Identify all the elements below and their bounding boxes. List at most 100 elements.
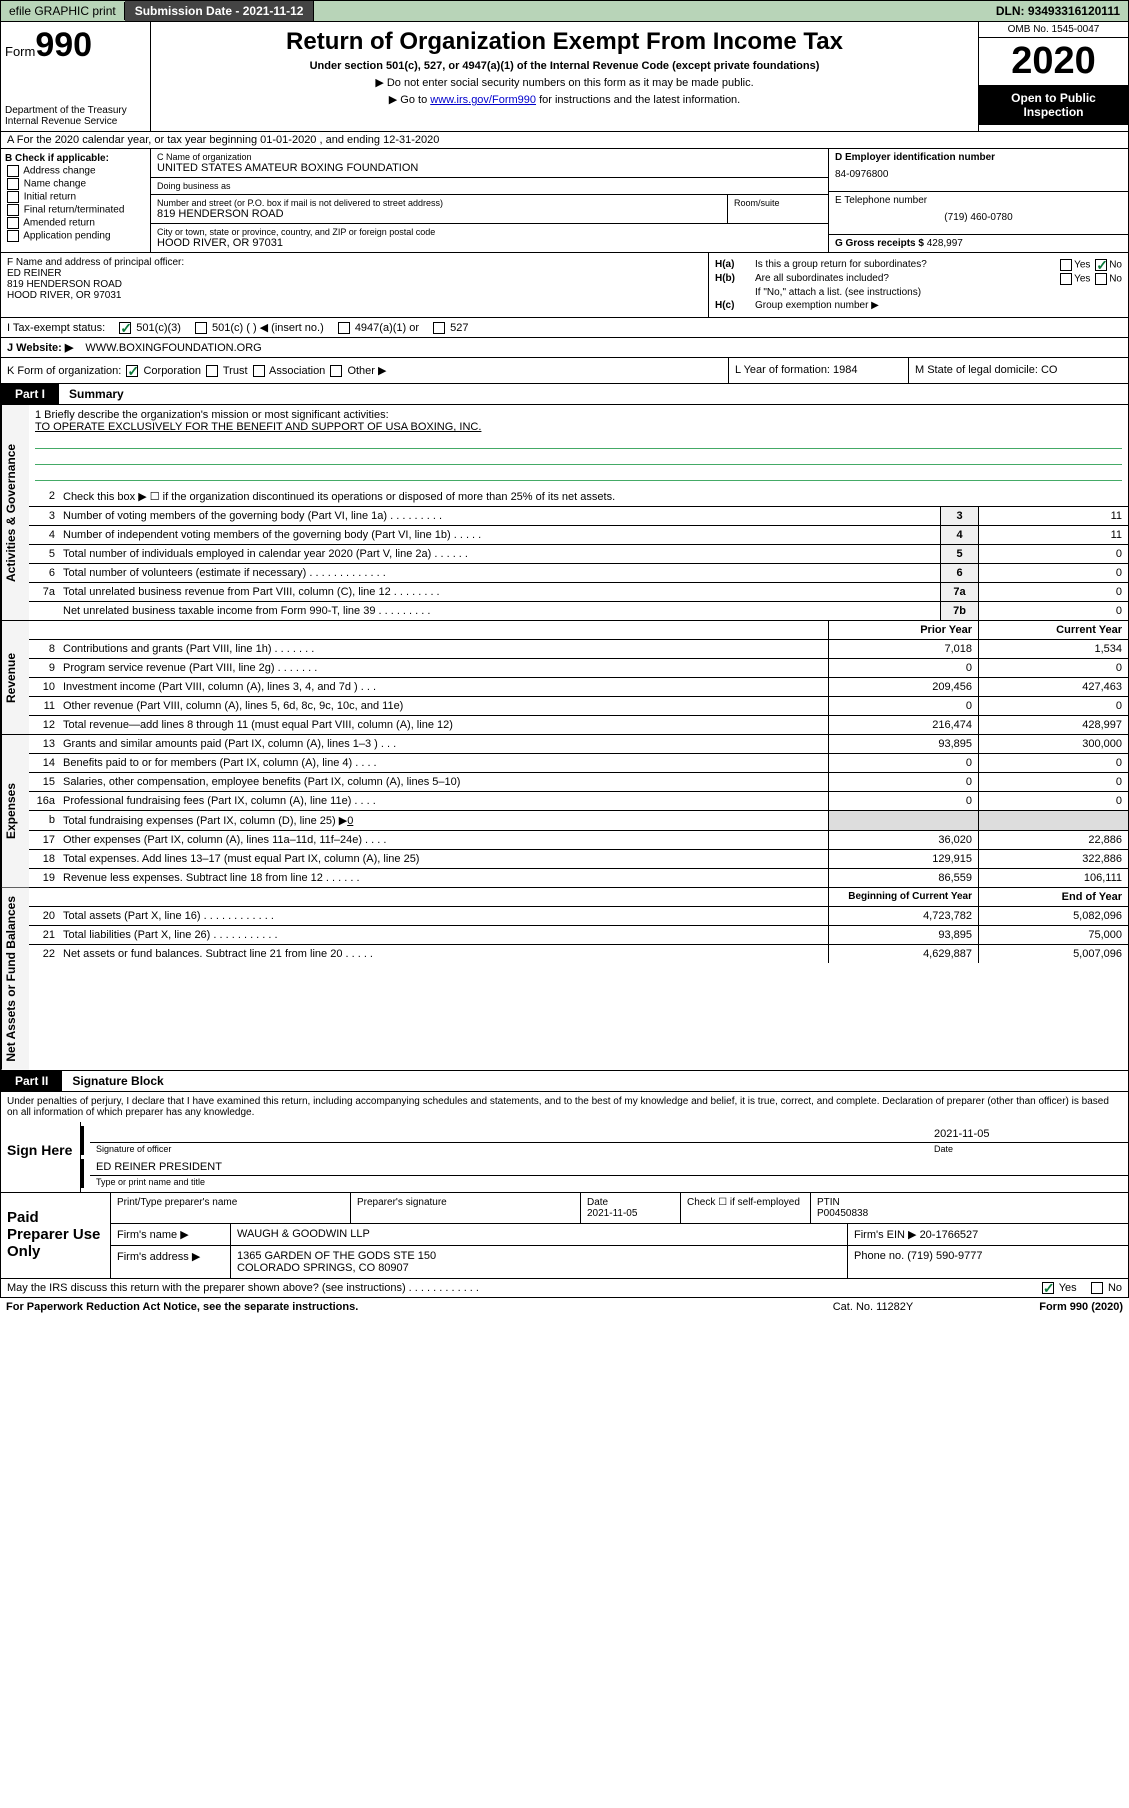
firm-addr-lbl: Firm's address ▶ xyxy=(111,1246,231,1278)
vtab-expenses: Expenses xyxy=(1,735,29,887)
discuss-row: May the IRS discuss this return with the… xyxy=(0,1279,1129,1298)
chk-application-pending[interactable]: Application pending xyxy=(5,230,146,242)
perjury-declaration: Under penalties of perjury, I declare th… xyxy=(1,1092,1128,1122)
hdr-current-year: Current Year xyxy=(978,621,1128,639)
line12: Total revenue—add lines 8 through 11 (mu… xyxy=(59,716,828,734)
paid-preparer-section: Paid Preparer Use Only Print/Type prepar… xyxy=(0,1193,1129,1279)
part1-header: Part I Summary xyxy=(0,384,1129,405)
chk-final-return[interactable]: Final return/terminated xyxy=(5,204,146,216)
line16b: Total fundraising expenses (Part IX, col… xyxy=(59,811,828,830)
line15: Salaries, other compensation, employee b… xyxy=(59,773,828,791)
mission-block: 1 Briefly describe the organization's mi… xyxy=(29,405,1128,487)
chk-initial-return[interactable]: Initial return xyxy=(5,191,146,203)
chk-corporation[interactable] xyxy=(126,365,138,377)
phone-cell: E Telephone number (719) 460-0780 xyxy=(829,192,1128,235)
line7b-val: 0 xyxy=(978,602,1128,620)
b-header: B Check if applicable: xyxy=(5,153,146,164)
chk-address-change[interactable]: Address change xyxy=(5,165,146,177)
pra-notice: For Paperwork Reduction Act Notice, see … xyxy=(6,1301,773,1313)
hdr-end: End of Year xyxy=(978,888,1128,906)
form-title: Return of Organization Exempt From Incom… xyxy=(157,28,972,56)
open-to-public: Open to Public Inspection xyxy=(979,85,1128,125)
ha-yes[interactable] xyxy=(1060,259,1072,271)
principal-officer: F Name and address of principal officer:… xyxy=(1,253,708,317)
line20: Total assets (Part X, line 16) . . . . .… xyxy=(59,907,828,925)
topbar: efile GRAPHIC print Submission Date - 20… xyxy=(0,0,1129,22)
discuss-yes[interactable] xyxy=(1042,1282,1054,1294)
prep-selfemp-hdr: Check ☐ if self-employed xyxy=(681,1193,811,1223)
firm-name: WAUGH & GOODWIN LLP xyxy=(231,1224,848,1245)
website-value: WWW.BOXINGFOUNDATION.ORG xyxy=(85,342,261,354)
form-subtitle: Under section 501(c), 527, or 4947(a)(1)… xyxy=(157,60,972,72)
suite-cell: Room/suite xyxy=(728,195,828,223)
chk-name-change[interactable]: Name change xyxy=(5,178,146,190)
prep-date-hdr: Date2021-11-05 xyxy=(581,1193,681,1223)
efile-graphic-print[interactable]: efile GRAPHIC print xyxy=(1,2,125,20)
street-cell: Number and street (or P.O. box if mail i… xyxy=(151,195,728,223)
line9: Program service revenue (Part VIII, line… xyxy=(59,659,828,677)
chk-501c3[interactable] xyxy=(119,322,131,334)
row-form-org: K Form of organization: Corporation Trus… xyxy=(0,358,1129,384)
line6: Total number of volunteers (estimate if … xyxy=(59,564,940,582)
line7a: Total unrelated business revenue from Pa… xyxy=(59,583,940,601)
dba-cell: Doing business as xyxy=(151,178,828,195)
line7b: Net unrelated business taxable income fr… xyxy=(59,602,940,620)
vtab-governance: Activities & Governance xyxy=(1,405,29,620)
firm-name-lbl: Firm's name ▶ xyxy=(111,1224,231,1245)
firm-phone: Phone no. (719) 590-9777 xyxy=(848,1246,1128,1278)
section-expenses: Expenses 13Grants and similar amounts pa… xyxy=(0,735,1129,888)
sign-here-label: Sign Here xyxy=(1,1122,81,1192)
line22: Net assets or fund balances. Subtract li… xyxy=(59,945,828,963)
tax-year: 2020 xyxy=(979,38,1128,85)
prep-name-hdr: Print/Type preparer's name xyxy=(111,1193,351,1223)
line6-val: 0 xyxy=(978,564,1128,582)
chk-association[interactable] xyxy=(253,365,265,377)
officer-name: ED REINER PRESIDENT xyxy=(90,1159,1128,1176)
street-address: 819 HENDERSON ROAD xyxy=(157,208,721,220)
section-identity: B Check if applicable: Address change Na… xyxy=(0,149,1129,253)
gross-receipts-value: 428,997 xyxy=(927,238,963,249)
signature-line[interactable] xyxy=(90,1126,928,1142)
firm-ein: Firm's EIN ▶ 20-1766527 xyxy=(848,1224,1128,1245)
chk-4947[interactable] xyxy=(338,322,350,334)
line16a: Professional fundraising fees (Part IX, … xyxy=(59,792,828,810)
line3-val: 11 xyxy=(978,507,1128,525)
org-name: UNITED STATES AMATEUR BOXING FOUNDATION xyxy=(157,162,822,174)
phone-value: (719) 460-0780 xyxy=(835,212,1122,223)
section-revenue: Revenue Prior YearCurrent Year 8Contribu… xyxy=(0,621,1129,735)
paid-preparer-label: Paid Preparer Use Only xyxy=(1,1193,111,1278)
chk-527[interactable] xyxy=(433,322,445,334)
city-state-zip: HOOD RIVER, OR 97031 xyxy=(157,237,822,249)
row-a-tax-year: A For the 2020 calendar year, or tax yea… xyxy=(0,132,1129,149)
dln: DLN: 93493316120111 xyxy=(988,2,1128,20)
part2-header: Part II Signature Block xyxy=(0,1071,1129,1092)
line3: Number of voting members of the governin… xyxy=(59,507,940,525)
hb-no[interactable] xyxy=(1095,273,1107,285)
gross-receipts-cell: G Gross receipts $ 428,997 xyxy=(829,235,1128,252)
instructions-link[interactable]: www.irs.gov/Form990 xyxy=(430,94,536,106)
city-cell: City or town, state or province, country… xyxy=(151,224,828,252)
line4-val: 11 xyxy=(978,526,1128,544)
chk-501c[interactable] xyxy=(195,322,207,334)
submission-date-button[interactable]: Submission Date - 2021-11-12 xyxy=(125,1,315,21)
hb-yes[interactable] xyxy=(1060,273,1072,285)
firm-addr: 1365 GARDEN OF THE GODS STE 150COLORADO … xyxy=(231,1246,848,1278)
line11: Other revenue (Part VIII, column (A), li… xyxy=(59,697,828,715)
page-footer: For Paperwork Reduction Act Notice, see … xyxy=(0,1298,1129,1316)
form-label: Form xyxy=(5,44,35,59)
chk-amended-return[interactable]: Amended return xyxy=(5,217,146,229)
form-header: Form990 Department of the Treasury Inter… xyxy=(0,22,1129,132)
discuss-no[interactable] xyxy=(1091,1282,1103,1294)
line18: Total expenses. Add lines 13–17 (must eq… xyxy=(59,850,828,868)
ha-no[interactable] xyxy=(1095,259,1107,271)
vtab-revenue: Revenue xyxy=(1,621,29,734)
column-b-checkboxes: B Check if applicable: Address change Na… xyxy=(1,149,151,252)
mission-text: TO OPERATE EXCLUSIVELY FOR THE BENEFIT A… xyxy=(35,421,1122,433)
chk-other[interactable] xyxy=(330,365,342,377)
row-tax-exempt: I Tax-exempt status: 501(c)(3) 501(c) ( … xyxy=(0,318,1129,338)
line14: Benefits paid to or for members (Part IX… xyxy=(59,754,828,772)
chk-trust[interactable] xyxy=(206,365,218,377)
section-officer-group: F Name and address of principal officer:… xyxy=(0,253,1129,318)
org-name-cell: C Name of organization UNITED STATES AMA… xyxy=(151,149,828,178)
hdr-beginning: Beginning of Current Year xyxy=(828,888,978,906)
